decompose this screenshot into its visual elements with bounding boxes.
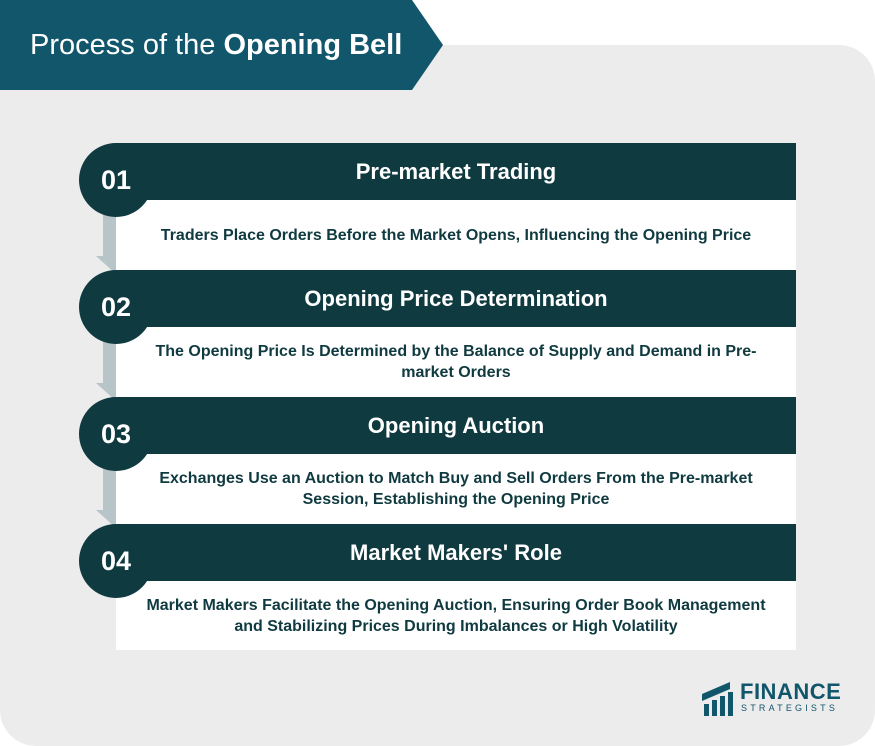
step-2-description: The Opening Price Is Determined by the B… bbox=[116, 327, 796, 397]
step-4-description: Market Makers Facilitate the Opening Auc… bbox=[116, 581, 796, 650]
step-1-title: Pre-market Trading bbox=[116, 143, 796, 200]
logo-bars-icon bbox=[702, 682, 733, 716]
page-title: Process of the Opening Bell bbox=[0, 0, 443, 90]
logo-name: FINANCE bbox=[740, 679, 842, 704]
step-2-number: 02 bbox=[79, 270, 153, 344]
logo-subtitle: STRATEGISTS bbox=[741, 703, 839, 713]
step-4-number: 04 bbox=[79, 524, 153, 598]
step-3-title: Opening Auction bbox=[116, 397, 796, 454]
step-1-number: 01 bbox=[79, 143, 153, 217]
step-1-description: Traders Place Orders Before the Market O… bbox=[116, 200, 796, 270]
step-2-title: Opening Price Determination bbox=[116, 270, 796, 327]
finance-strategists-logo: FINANCE STRATEGISTS bbox=[700, 679, 842, 716]
step-4-title: Market Makers' Role bbox=[116, 524, 796, 581]
page-title-bold: Opening Bell bbox=[223, 29, 403, 61]
page-title-regular: Process of the bbox=[30, 29, 216, 61]
step-3-number: 03 bbox=[79, 397, 153, 471]
step-3-description: Exchanges Use an Auction to Match Buy an… bbox=[116, 454, 796, 524]
